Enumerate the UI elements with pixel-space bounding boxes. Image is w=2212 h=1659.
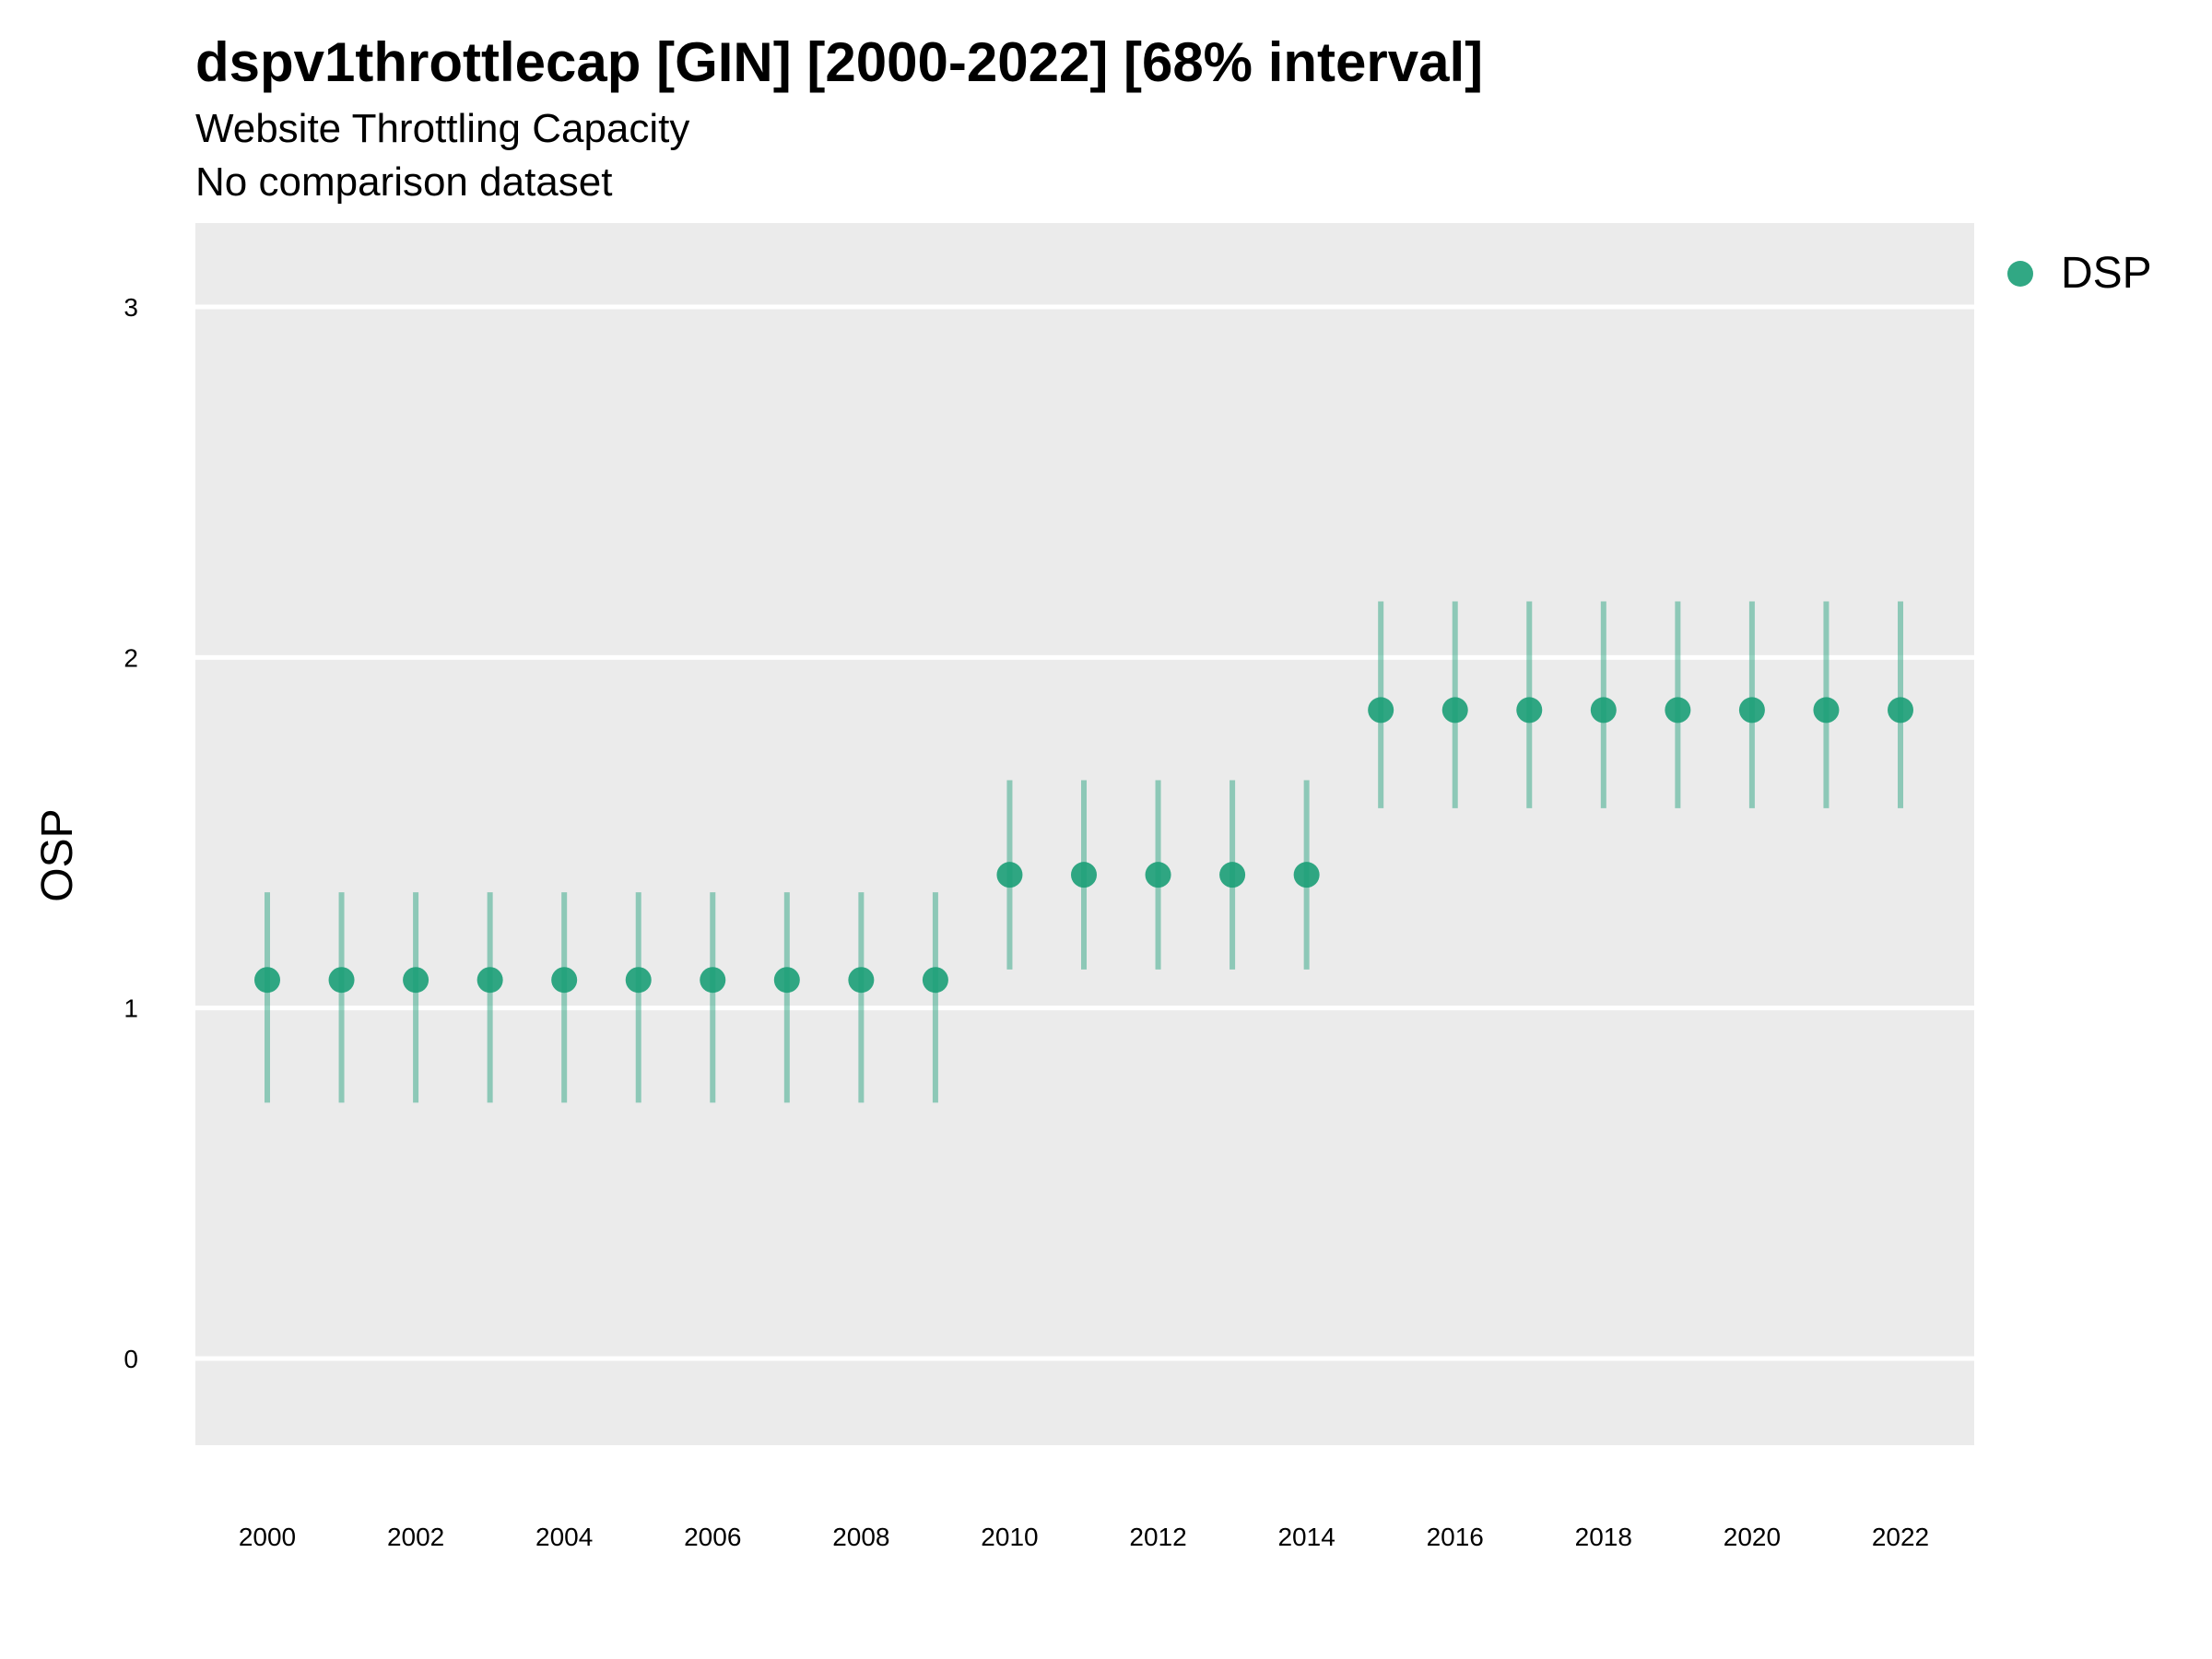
legend-label: DSP — [2061, 249, 2152, 298]
x-tick-label: 2000 — [239, 1523, 296, 1551]
data-point — [1738, 697, 1765, 724]
y-tick-label: 0 — [124, 1345, 138, 1373]
legend-key-icon — [2007, 261, 2033, 287]
data-point — [1590, 697, 1617, 724]
data-point — [254, 967, 280, 994]
y-tick-labels: 0 1 2 3 — [124, 293, 138, 1373]
data-point — [403, 967, 429, 994]
data-point — [1071, 862, 1097, 888]
data-point — [1813, 697, 1840, 724]
data-point — [700, 967, 726, 994]
y-tick-label: 3 — [124, 293, 138, 322]
data-point — [1888, 697, 1913, 724]
chart-title: dspv1throttlecap [GIN] [2000-2022] [68% … — [195, 31, 1484, 93]
y-tick-label: 1 — [124, 994, 138, 1023]
x-tick-label: 2020 — [1724, 1523, 1781, 1551]
data-point — [1368, 697, 1394, 724]
data-point — [1441, 697, 1468, 724]
data-point — [1219, 862, 1246, 888]
x-tick-labels: 2000 2002 2004 2006 2008 2010 2012 2014 2016 2018… — [239, 1523, 1929, 1551]
chart-subtitle: Website Throttling Capacity — [195, 106, 690, 151]
x-tick-label: 2006 — [684, 1523, 741, 1551]
data-point — [996, 862, 1023, 888]
x-tick-label: 2022 — [1872, 1523, 1929, 1551]
x-tick-label: 2018 — [1575, 1523, 1632, 1551]
data-point — [1293, 862, 1320, 888]
y-tick-label: 2 — [124, 643, 138, 672]
legend: DSP — [2007, 252, 2152, 296]
chart-caption: No comparison dataset — [195, 159, 613, 205]
x-tick-label: 2012 — [1129, 1523, 1186, 1551]
y-axis-label: OSP — [33, 808, 82, 901]
x-tick-label: 2004 — [535, 1523, 593, 1551]
x-tick-label: 2008 — [832, 1523, 889, 1551]
x-tick-label: 2016 — [1427, 1523, 1484, 1551]
data-point — [328, 967, 355, 994]
x-tick-label: 2002 — [387, 1523, 444, 1551]
x-tick-label: 2014 — [1277, 1523, 1335, 1551]
plot-panel — [195, 223, 1974, 1445]
data-point — [1145, 862, 1171, 888]
data-point — [625, 967, 652, 994]
data-marks — [254, 601, 1913, 1103]
data-point — [1665, 697, 1691, 724]
data-point — [1516, 697, 1543, 724]
data-point — [773, 967, 800, 994]
data-point — [848, 967, 875, 994]
x-tick-label: 2010 — [981, 1523, 1038, 1551]
data-point — [922, 967, 948, 994]
data-point — [477, 967, 503, 994]
gridlines — [195, 304, 1974, 1361]
data-point — [551, 967, 578, 994]
